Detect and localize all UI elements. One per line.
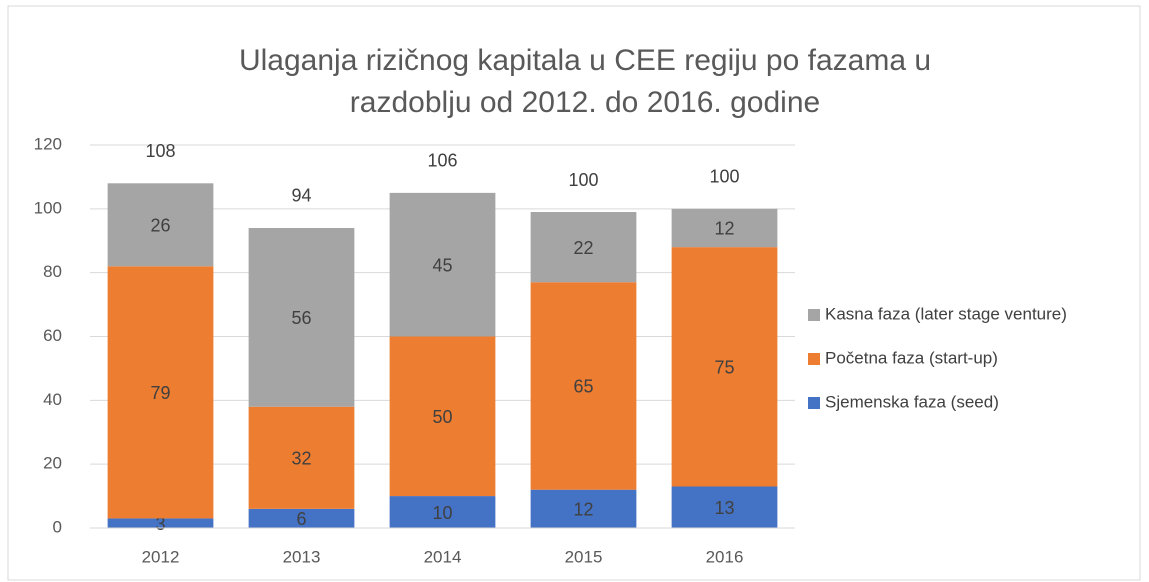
- data-label: 12: [573, 500, 593, 520]
- data-label: 79: [150, 383, 170, 403]
- bar-segment: [107, 183, 214, 267]
- legend-swatch: [808, 353, 820, 365]
- bar-segment: [248, 508, 355, 528]
- y-tick-label: 80: [43, 262, 62, 281]
- total-label: 100: [568, 170, 598, 190]
- x-tick-label: 2015: [565, 547, 603, 566]
- chart-title: razdoblju od 2012. do 2016. godine: [350, 86, 820, 119]
- data-label: 10: [432, 503, 452, 523]
- legend-swatch: [808, 397, 820, 409]
- bar-segment: [671, 247, 778, 487]
- data-label: 56: [291, 308, 311, 328]
- legend-swatch: [808, 309, 820, 321]
- data-label: 13: [714, 498, 734, 518]
- data-label: 12: [714, 219, 734, 239]
- y-tick-label: 100: [34, 198, 62, 217]
- total-label: 108: [145, 141, 175, 161]
- data-label: 75: [714, 358, 734, 378]
- x-tick-label: 2013: [283, 547, 321, 566]
- data-label: 22: [573, 238, 593, 258]
- y-tick-label: 120: [34, 134, 62, 153]
- x-tick-label: 2016: [706, 547, 744, 566]
- data-label: 3: [155, 514, 165, 534]
- x-tick-label: 2014: [424, 547, 462, 566]
- bar-segment: [671, 486, 778, 528]
- legend-label: Početna faza (start-up): [825, 348, 998, 367]
- bar-segment: [107, 518, 214, 528]
- data-label: 32: [291, 449, 311, 469]
- bar-segment: [389, 336, 496, 497]
- y-tick-label: 20: [43, 454, 62, 473]
- data-label: 65: [573, 377, 593, 397]
- bar-segment: [530, 489, 637, 528]
- data-label: 45: [432, 255, 452, 275]
- bar-segment: [248, 406, 355, 509]
- legend-label: Sjemenska faza (seed): [825, 392, 999, 411]
- y-tick-label: 0: [53, 517, 62, 536]
- data-label: 50: [432, 407, 452, 427]
- total-label: 100: [709, 167, 739, 187]
- chart-title: Ulaganja rizičnog kapitala u CEE regiju …: [239, 44, 931, 77]
- bar-segment: [248, 227, 355, 407]
- legend-label: Kasna faza (later stage venture): [825, 304, 1067, 323]
- bar-segment: [530, 282, 637, 490]
- x-tick-label: 2012: [142, 547, 180, 566]
- y-tick-label: 60: [43, 326, 62, 345]
- bar-segment: [107, 266, 214, 519]
- bar-segment: [389, 192, 496, 337]
- bar-segment: [671, 208, 778, 248]
- total-label: 106: [427, 151, 457, 171]
- y-tick-label: 40: [43, 390, 62, 409]
- data-label: 26: [150, 216, 170, 236]
- bar-segment: [530, 212, 637, 283]
- bar-segment: [389, 496, 496, 528]
- data-label: 6: [296, 509, 306, 529]
- total-label: 94: [291, 186, 311, 206]
